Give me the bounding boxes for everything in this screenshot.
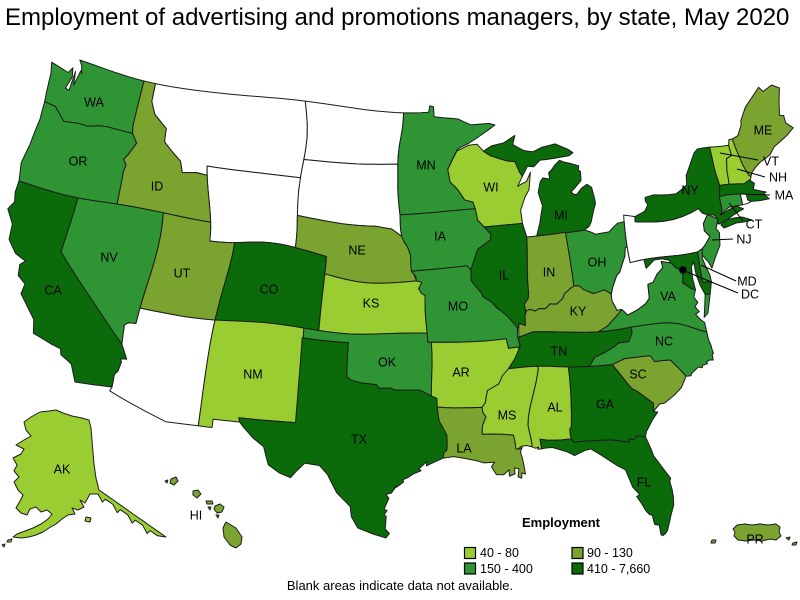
svg-text:TX: TX	[351, 433, 368, 447]
svg-text:40 - 80: 40 - 80	[480, 546, 519, 560]
svg-text:PR: PR	[746, 533, 763, 547]
svg-text:NE: NE	[348, 244, 365, 258]
svg-text:AL: AL	[547, 401, 562, 415]
svg-text:AR: AR	[452, 366, 469, 380]
svg-text:AK: AK	[54, 463, 71, 477]
svg-text:OH: OH	[588, 256, 607, 270]
svg-text:WI: WI	[483, 181, 498, 195]
svg-text:UT: UT	[174, 267, 191, 281]
svg-text:410 - 7,660: 410 - 7,660	[587, 562, 650, 576]
svg-text:VT: VT	[763, 155, 779, 169]
svg-text:NJ: NJ	[736, 233, 751, 247]
svg-text:CA: CA	[44, 284, 62, 298]
svg-text:NC: NC	[655, 335, 673, 349]
svg-text:MI: MI	[554, 209, 568, 223]
svg-text:MS: MS	[498, 409, 517, 423]
svg-text:OK: OK	[378, 356, 397, 370]
svg-text:NY: NY	[681, 184, 699, 198]
svg-text:FL: FL	[637, 476, 652, 490]
svg-text:VA: VA	[660, 290, 676, 304]
svg-text:MO: MO	[448, 300, 468, 314]
svg-text:IA: IA	[434, 230, 446, 244]
svg-text:SC: SC	[629, 368, 646, 382]
svg-text:IL: IL	[499, 269, 509, 283]
svg-text:HI: HI	[190, 509, 203, 523]
svg-text:ID: ID	[151, 180, 164, 194]
svg-text:90 - 130: 90 - 130	[587, 546, 633, 560]
svg-text:TN: TN	[551, 345, 568, 359]
svg-text:150 - 400: 150 - 400	[480, 562, 533, 576]
svg-text:MA: MA	[775, 189, 794, 203]
svg-text:ME: ME	[754, 124, 773, 138]
svg-text:GA: GA	[596, 398, 615, 412]
svg-text:KS: KS	[363, 297, 380, 311]
svg-text:LA: LA	[456, 442, 472, 456]
svg-text:CO: CO	[260, 283, 279, 297]
svg-text:NM: NM	[243, 368, 262, 382]
svg-text:WA: WA	[84, 96, 104, 110]
svg-text:IN: IN	[543, 266, 556, 280]
svg-text:MD: MD	[737, 275, 756, 289]
svg-text:NH: NH	[769, 171, 787, 185]
svg-text:CT: CT	[746, 218, 763, 232]
svg-text:KY: KY	[570, 305, 587, 319]
svg-text:MN: MN	[416, 159, 435, 173]
svg-text:Employment: Employment	[522, 515, 601, 530]
svg-text:NV: NV	[100, 251, 118, 265]
svg-text:OR: OR	[69, 155, 88, 169]
svg-text:DC: DC	[741, 288, 759, 302]
